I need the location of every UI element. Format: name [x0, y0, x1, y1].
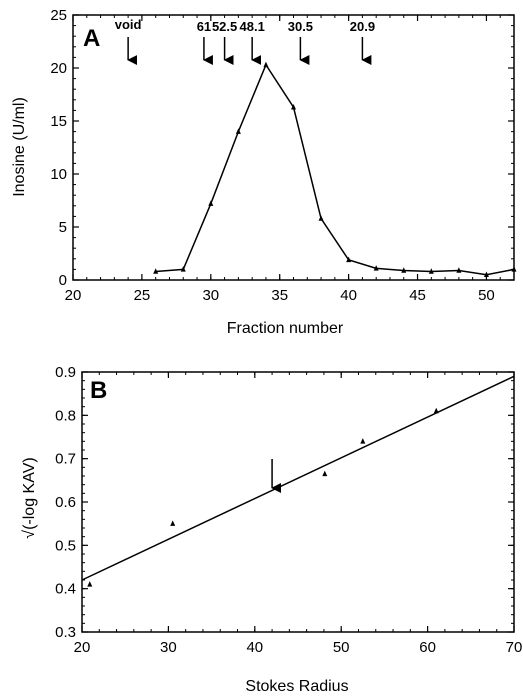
- chart-a-data-point: [180, 266, 186, 272]
- chart-a-x-tick-label: 20: [65, 287, 82, 304]
- chart-a-y-tick-label: 5: [59, 219, 67, 236]
- chart-a-xlabel: Fraction number: [227, 320, 344, 337]
- chart-a-data-point: [401, 267, 407, 273]
- chart-a-x-tick-label: 35: [271, 287, 288, 304]
- chart-b-xlabel: Stokes Radius: [245, 678, 348, 695]
- chart-b-x-tick-label: 20: [74, 639, 91, 656]
- chart-a-data-point: [428, 268, 434, 274]
- chart-a-y-tick-label: 15: [50, 113, 67, 130]
- chart-b-y-tick-label: 0.4: [55, 581, 76, 598]
- chart-a-data-point: [318, 215, 324, 221]
- chart-a-data-point: [263, 61, 269, 68]
- chart-b-y-tick-label: 0.7: [55, 451, 76, 468]
- chart-a-data-point: [153, 268, 159, 274]
- chart-a-marker-label: 52.5: [212, 19, 237, 34]
- chart-b-ylabel: √(-log KAV): [21, 457, 38, 538]
- panel-label-b: B: [90, 377, 107, 404]
- chart-b-plot-frame: [81, 371, 515, 633]
- chart-a-data-point: [235, 128, 241, 134]
- chart-b-y-tick-label: 0.5: [55, 537, 76, 554]
- chart-b-x-tick-label: 70: [506, 639, 523, 656]
- chart-a-data-point: [373, 265, 379, 271]
- chart-b: B √(-log KAV) Stokes Radius 20 30 40 50 60 70…: [21, 364, 522, 695]
- chart-a-y-tick-label: 10: [50, 166, 67, 183]
- chart-b-data-point: [433, 407, 439, 414]
- chart-a-x-tick-label: 25: [134, 287, 151, 304]
- chart-a-y-tick-label: 25: [50, 7, 67, 24]
- chart-a-plot-frame: [72, 14, 515, 281]
- chart-a-marker-label: 61: [197, 19, 211, 34]
- panel-label-a: A: [83, 25, 100, 52]
- chart-b-y-tick-label: 0.6: [55, 494, 76, 511]
- chart-a-marker-label: void: [115, 17, 142, 32]
- chart-a: A Inosine (U/ml) Fraction number 20 25 30 3…: [11, 7, 517, 337]
- chart-a-data-point: [291, 103, 296, 110]
- chart-a-marker-label: 20.9: [350, 19, 375, 34]
- chart-a-marker-label: 48.1: [240, 19, 265, 34]
- chart-b-y-tick-label: 0.3: [55, 624, 76, 641]
- chart-a-y-tick-label: 0: [59, 272, 67, 289]
- chart-a-x-tick-label: 45: [409, 287, 426, 304]
- chart-a-marker-label: 30.5: [288, 19, 313, 34]
- chart-a-data-point: [483, 271, 489, 277]
- chart-a-data-point: [511, 266, 517, 272]
- chart-b-data-point: [322, 470, 328, 477]
- chart-a-x-tick-label: 30: [202, 287, 219, 304]
- chart-b-data-point: [170, 520, 176, 526]
- chart-a-data-point: [456, 267, 462, 273]
- chart-a-data-point: [346, 256, 352, 263]
- chart-b-y-tick-label: 0.9: [55, 364, 76, 381]
- chart-b-y-tick-label: 0.8: [55, 407, 76, 424]
- chart-a-series-line: [155, 63, 515, 276]
- chart-a-x-tick-label: 50: [478, 287, 495, 304]
- chart-b-data-point: [87, 581, 93, 587]
- chart-a-y-tick-label: 20: [50, 60, 67, 77]
- chart-a-ylabel: Inosine (U/ml): [11, 97, 28, 197]
- chart-b-x-tick-label: 40: [246, 639, 263, 656]
- chart-b-data-point: [360, 438, 366, 444]
- chart-b-x-tick-label: 50: [333, 639, 350, 656]
- chart-a-data-point: [208, 200, 214, 206]
- chart-b-fit-line: [81, 375, 515, 581]
- chart-a-x-tick-label: 40: [340, 287, 357, 304]
- chart-b-x-tick-label: 60: [419, 639, 436, 656]
- chart-b-x-tick-label: 30: [160, 639, 177, 656]
